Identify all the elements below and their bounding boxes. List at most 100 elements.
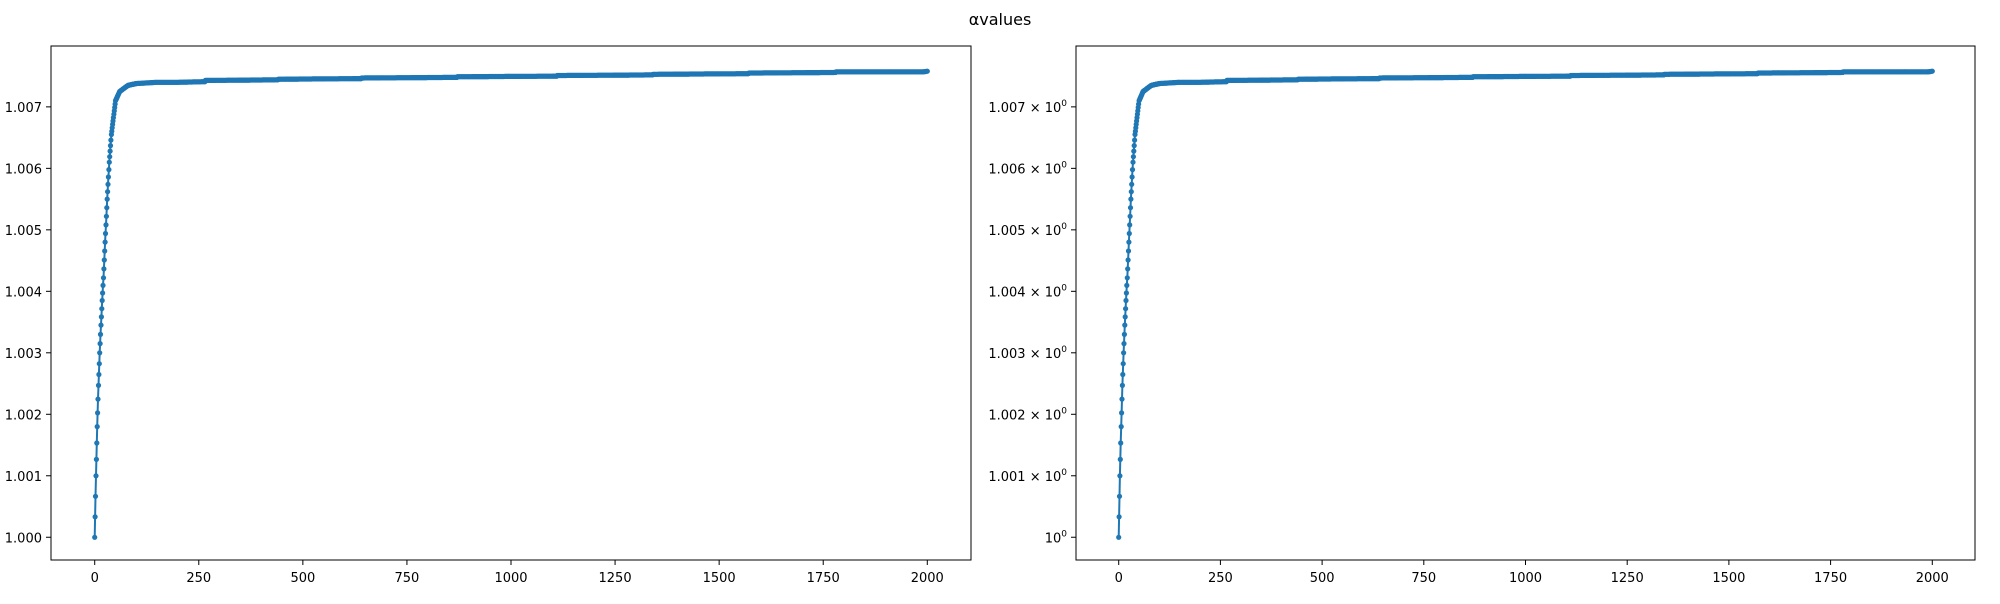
x-tick-label: 500	[290, 571, 315, 586]
x-tick-label: 1500	[1712, 571, 1745, 586]
axes-frame	[50, 45, 972, 561]
plot-panel-2: 0 250 500 750 1000 1250 1500 1750 2000 100 1.001 ×…	[988, 45, 1976, 586]
data-point	[107, 143, 114, 149]
y-tick-label: 1.006	[5, 162, 42, 177]
data-point	[1929, 68, 1935, 74]
plot-panel-1: 0 250 500 750 1000 1250 1500 1750 2000 1.000 1.001…	[5, 45, 972, 586]
data-point	[1123, 306, 1129, 312]
data-point	[1125, 266, 1131, 272]
y-tick-label: 1.007 × 100	[988, 99, 1067, 116]
x-tick-label: 1750	[807, 571, 840, 586]
data-point	[107, 148, 113, 154]
axes-frame	[1075, 45, 1976, 561]
y-tick-label: 1.002 × 100	[988, 406, 1067, 423]
x-tick-label: 1750	[1814, 571, 1847, 586]
x-tick-label: 250	[1208, 571, 1233, 586]
x-tick-label: 250	[186, 571, 211, 586]
data-point	[98, 322, 104, 328]
data-point	[105, 189, 111, 195]
data-point	[1119, 410, 1125, 416]
data-point	[97, 341, 103, 347]
data-point	[92, 514, 98, 520]
data-point	[100, 282, 106, 288]
y-tick-label: 1.000	[5, 531, 42, 546]
data-point	[1131, 148, 1137, 154]
data-point	[104, 205, 110, 211]
data-point	[104, 196, 110, 202]
data-point	[1122, 314, 1128, 320]
data-point	[105, 174, 111, 180]
data-point	[102, 248, 108, 254]
data-point	[95, 396, 101, 402]
y-tick-label: 1.004 × 100	[988, 283, 1067, 300]
data-point	[96, 361, 102, 367]
series-line	[93, 70, 928, 538]
data-point	[103, 222, 109, 228]
y-tick-label: 1.002	[5, 408, 42, 423]
data-point	[1129, 167, 1136, 173]
data-point	[1123, 297, 1129, 304]
data-point	[1121, 350, 1127, 356]
data-point	[1124, 275, 1130, 281]
data-point	[1129, 181, 1135, 187]
data-point	[1119, 382, 1125, 388]
x-tick-label: 750	[1411, 571, 1436, 586]
data-point	[1129, 174, 1135, 180]
y-tick-label: 1.003	[5, 347, 42, 362]
data-point	[93, 473, 99, 479]
data-point	[97, 331, 104, 337]
data-point	[1117, 473, 1123, 479]
y-tick-label: 1.005 × 100	[988, 222, 1067, 239]
x-tick-label: 1000	[494, 571, 527, 586]
data-point	[1127, 222, 1133, 228]
data-point	[95, 382, 102, 388]
y-tick-label: 1.003 × 100	[988, 345, 1067, 362]
data-point	[1120, 371, 1126, 378]
data-point	[1125, 248, 1132, 254]
data-point	[1126, 239, 1132, 245]
y-tick-label: 1.007	[5, 101, 42, 116]
data-point	[924, 68, 930, 74]
data-point	[1128, 196, 1134, 202]
data-point	[1119, 396, 1125, 402]
data-point	[103, 213, 109, 219]
data-point	[1127, 213, 1133, 219]
data-point	[102, 239, 108, 245]
y-tick-label: 1.006 × 100	[988, 160, 1067, 177]
data-point	[97, 350, 103, 356]
data-point	[1122, 322, 1128, 328]
data-point	[1131, 143, 1137, 149]
data-point	[1120, 361, 1126, 367]
data-point	[1127, 205, 1134, 211]
data-point	[1132, 137, 1138, 143]
x-tick-label: 1250	[1611, 571, 1644, 586]
data-point	[98, 314, 104, 320]
figure-title: αvalues	[968, 10, 1032, 29]
data-point	[1118, 424, 1124, 430]
data-point	[102, 230, 109, 237]
data-point	[92, 493, 99, 499]
y-tick-label: 100	[1045, 529, 1068, 546]
data-point	[95, 410, 101, 416]
data-point	[105, 181, 111, 187]
data-point	[93, 456, 99, 462]
data-point	[101, 266, 107, 272]
x-tick-label: 2000	[1916, 571, 1949, 586]
y-tick-label: 1.001 × 100	[988, 468, 1067, 485]
data-point	[1116, 514, 1122, 520]
x-tick-label: 1000	[1509, 571, 1542, 586]
data-point	[1130, 159, 1136, 165]
data-point	[99, 297, 105, 304]
data-point	[94, 424, 100, 430]
data-point	[106, 159, 112, 165]
data-point	[99, 306, 105, 312]
x-tick-label: 500	[1310, 571, 1335, 586]
data-point	[1121, 341, 1127, 347]
x-tick-label: 0	[1115, 571, 1123, 586]
data-point	[1116, 493, 1123, 499]
series-markers	[1116, 68, 1935, 540]
x-tick-label: 0	[91, 571, 99, 586]
data-point	[106, 167, 112, 173]
y-tick-label: 1.004	[5, 285, 42, 300]
